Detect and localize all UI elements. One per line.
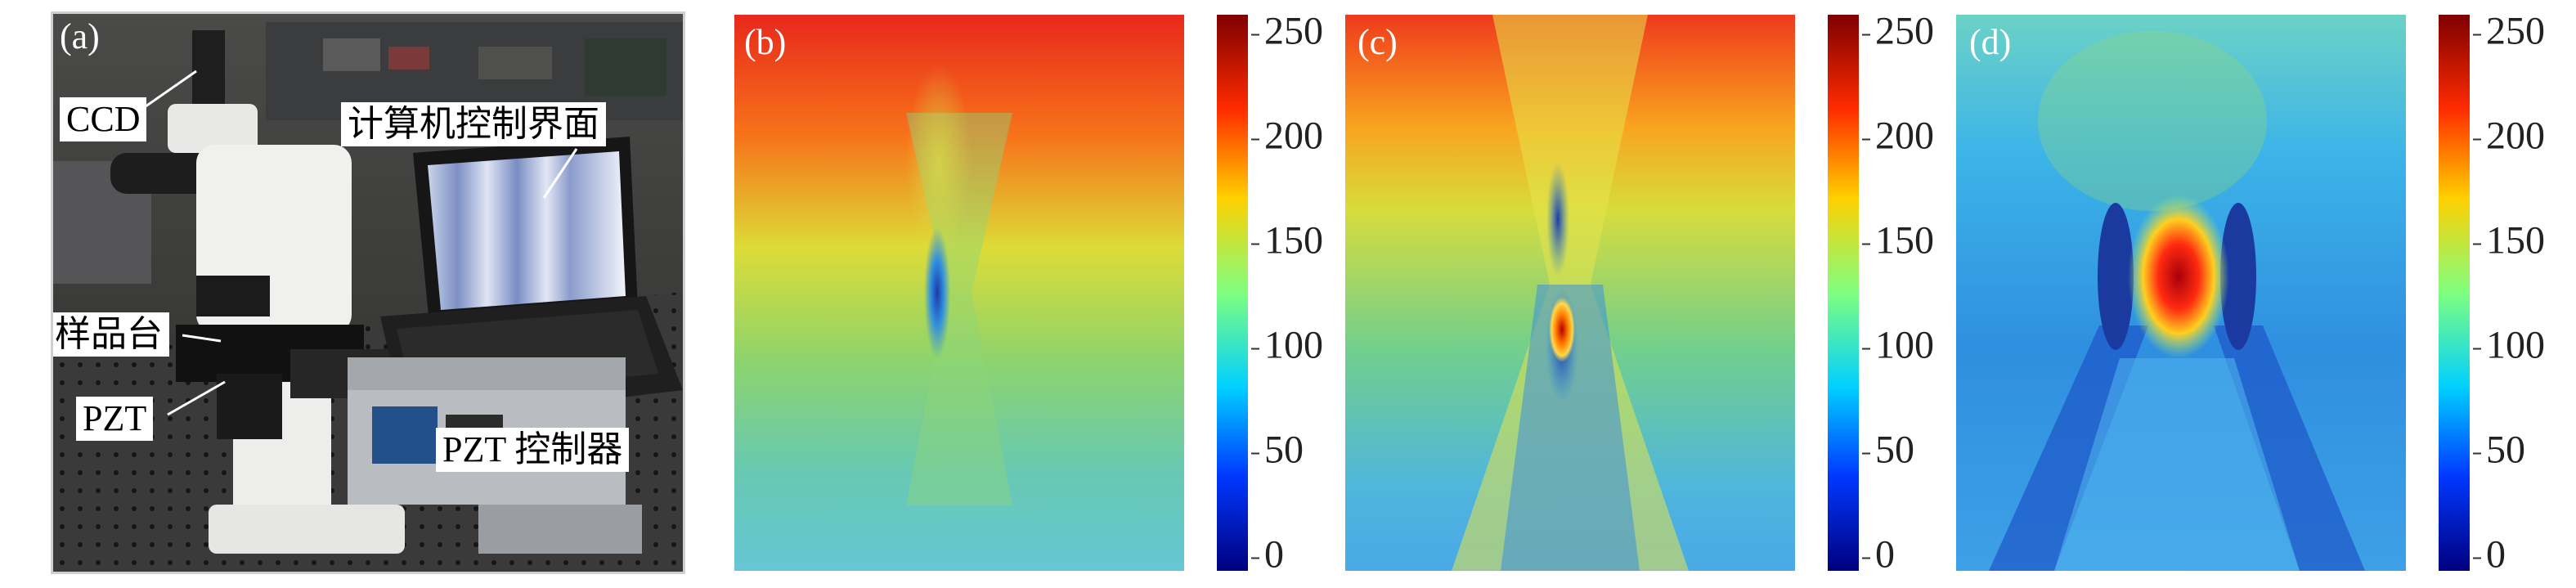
colorbar-tick-label: 250 xyxy=(1862,9,1934,54)
colorbar-tick-label: 100 xyxy=(2473,322,2545,367)
colorbar-tick-label: 50 xyxy=(2473,427,2525,472)
colorbar-tick-label: 250 xyxy=(2473,9,2545,54)
colorbar-tick-label: 50 xyxy=(1251,427,1304,472)
heatmap-c xyxy=(1345,15,1795,571)
colorbar-tick-label: 0 xyxy=(1251,532,1284,577)
colorbar-tick-label: 100 xyxy=(1862,322,1934,367)
sample-stage-annotation: 样品台 xyxy=(53,312,169,357)
colorbar-tick-label: 200 xyxy=(1251,114,1323,159)
colorbar-tick-label: 150 xyxy=(2473,218,2545,263)
heatmap-c-image xyxy=(1345,15,1795,571)
pzt-annotation: PZT xyxy=(76,397,154,441)
panel-c-label: (c) xyxy=(1358,22,1398,62)
heatmap-b xyxy=(734,15,1184,571)
colorbar-tick-label: 0 xyxy=(2473,532,2506,577)
colorbar-tick-label: 200 xyxy=(2473,114,2545,159)
heatmap-d-image xyxy=(1956,15,2406,571)
annotation-arrows xyxy=(139,70,578,416)
colorbar-tick-label: 250 xyxy=(1251,9,1323,54)
colorbar-tick-label: 150 xyxy=(1251,218,1323,263)
panel-d-label: (d) xyxy=(1969,22,2012,62)
colorbar-tick-label: 200 xyxy=(1862,114,1934,159)
colorbar-tick-label: 100 xyxy=(1251,322,1323,367)
colorbar-d xyxy=(2439,15,2470,571)
colorbar-c-ticks: 250 200 150 100 50 0 xyxy=(1862,10,1960,576)
colorbar-tick-label: 50 xyxy=(1862,427,1914,472)
colorbar-tick-label: 150 xyxy=(1862,218,1934,263)
setup-photo: (a) CCD 计算机控制界面 样品台 PZT PZT 控制器 xyxy=(51,11,685,574)
heatmap-b-image xyxy=(734,15,1184,571)
colorbar-b xyxy=(1217,15,1248,571)
colorbar-c xyxy=(1828,15,1859,571)
colorbar-tick-label: 0 xyxy=(1862,532,1895,577)
colorbar-d-ticks: 250 200 150 100 50 0 xyxy=(2473,10,2571,576)
ccd-annotation: CCD xyxy=(60,97,147,141)
colorbar-b-ticks: 250 200 150 100 50 0 xyxy=(1251,10,1349,576)
pzt-controller-annotation: PZT 控制器 xyxy=(436,428,630,472)
computer-interface-annotation: 计算机控制界面 xyxy=(341,102,606,146)
panel-a-label: (a) xyxy=(60,16,100,56)
panel-b-label: (b) xyxy=(744,22,787,62)
heatmap-d xyxy=(1956,15,2406,571)
